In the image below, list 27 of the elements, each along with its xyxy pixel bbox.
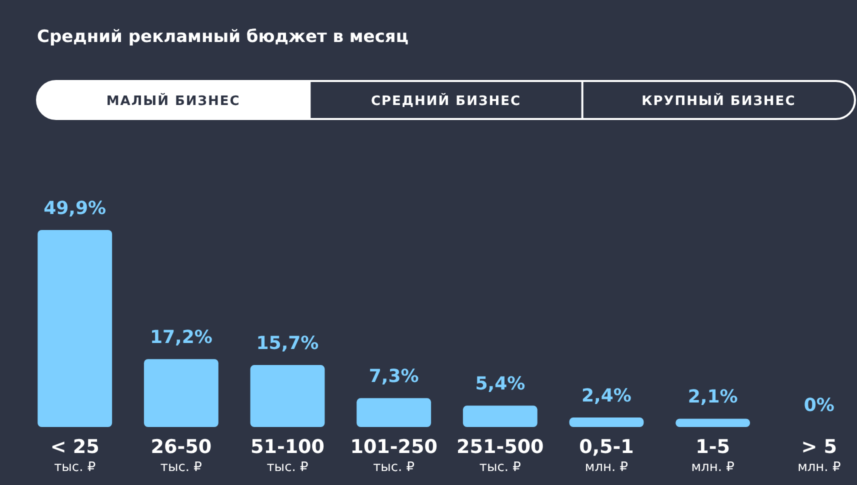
- chart-title: Средний рекламный бюджет в месяц: [37, 27, 408, 47]
- bar: [676, 418, 750, 427]
- data-label: 49,9%: [44, 198, 106, 219]
- text: МАЛЫЙ БИЗНЕС: [106, 92, 240, 109]
- data-label: 5,4%: [475, 374, 526, 395]
- x-tick-label: > 5 млн. ₽: [798, 436, 841, 475]
- data-label: 2,1%: [688, 386, 738, 408]
- bar: [38, 230, 112, 427]
- data-label: 2,4%: [582, 386, 632, 407]
- data-label: 0%: [804, 395, 834, 416]
- x-tick-label: 26-50 тыс. ₽: [150, 436, 212, 475]
- text: КРУПНЫЙ БИЗНЕС: [642, 92, 796, 109]
- x-tick-label: 51-100 тыс. ₽: [250, 436, 325, 475]
- x-tick-label: 251-500 тыс. ₽: [456, 436, 544, 475]
- bar: [569, 418, 644, 427]
- x-tick-label: 0,5-1 млн. ₽: [579, 436, 634, 475]
- x-tick-label: 1-5 млн. ₽: [691, 436, 734, 475]
- data-label: 7,3%: [368, 366, 419, 388]
- data-label: 17,2%: [150, 327, 212, 348]
- bar: [462, 406, 538, 427]
- bar: [250, 365, 325, 427]
- text: СРЕДНИЙ БИЗНЕС: [370, 92, 522, 109]
- bar: [356, 398, 432, 427]
- x-tick-label: < 25 тыс. ₽: [50, 436, 100, 475]
- x-tick-label: 101-250 тыс. ₽: [350, 436, 438, 475]
- bar: [144, 359, 218, 427]
- data-label: 15,7%: [256, 333, 319, 354]
